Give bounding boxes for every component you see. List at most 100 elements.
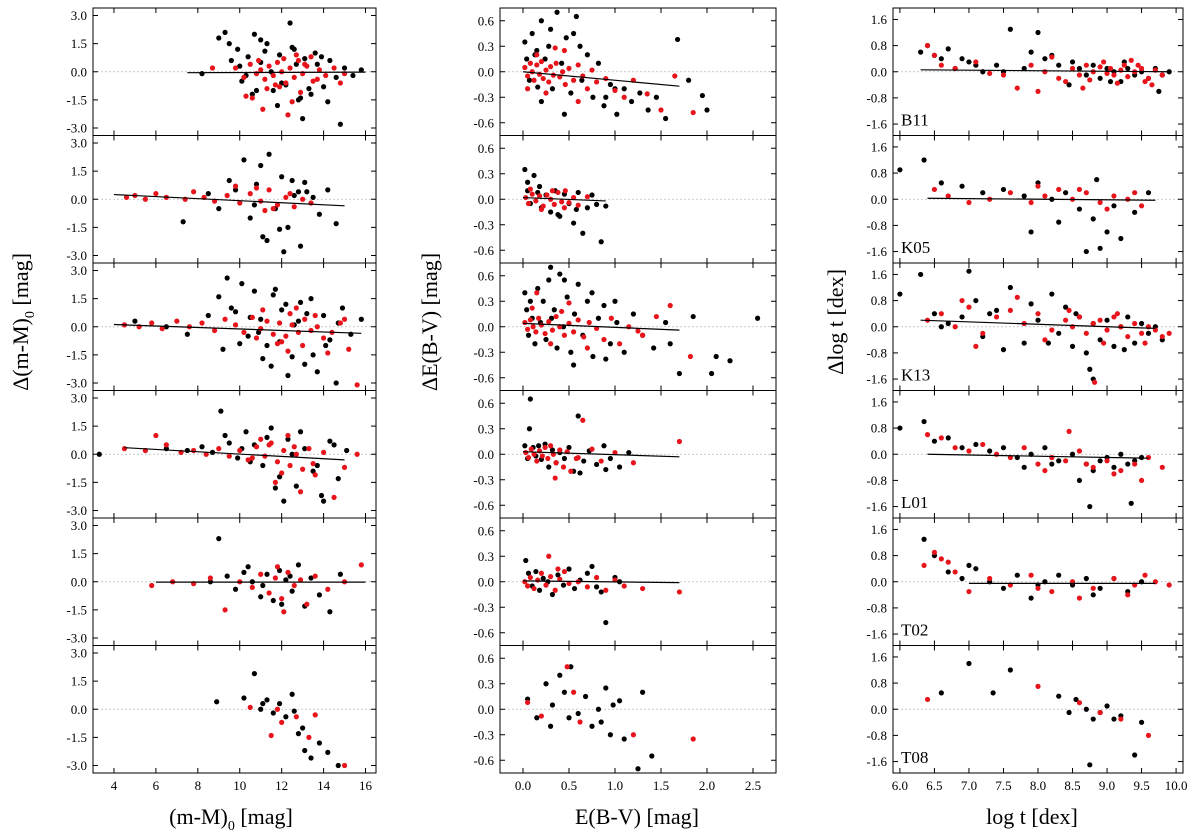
point-black [651, 345, 657, 351]
point-black [281, 249, 287, 255]
point-black [251, 671, 258, 677]
point-black [1087, 366, 1093, 372]
point-red [534, 52, 540, 58]
point-red [1083, 330, 1089, 336]
point-black [549, 86, 556, 92]
point-red [310, 461, 316, 467]
point-red [325, 350, 331, 356]
point-black [540, 298, 546, 304]
point-red [272, 479, 278, 485]
dataset-label-b11: B11 [901, 111, 929, 130]
point-red [1138, 203, 1145, 209]
point-black [279, 174, 285, 180]
point-red [346, 346, 352, 352]
point-black [525, 332, 532, 338]
point-red [635, 328, 641, 334]
point-black [1063, 304, 1069, 310]
point-black [959, 56, 965, 62]
point-black [571, 362, 577, 368]
point-black [580, 230, 586, 236]
point-black [300, 725, 306, 731]
point-black [344, 447, 350, 454]
x-tick-label: 4 [111, 778, 118, 793]
point-black [310, 352, 316, 358]
point-red [548, 64, 554, 70]
point-red [561, 47, 568, 54]
point-red [1076, 72, 1083, 78]
point-red [527, 574, 533, 581]
point-black [554, 345, 560, 351]
panel-b11-age: 1.6 0.8 0.0 -0.8 -1.6 B11 [866, 7, 1184, 136]
x-tick-label: 0.0 [515, 778, 531, 793]
point-red [1138, 330, 1145, 336]
y-tick-label: -0.6 [473, 753, 494, 768]
fit-line [113, 193, 345, 207]
point-red [551, 201, 557, 207]
point-black [533, 568, 539, 575]
point-black [945, 320, 951, 327]
point-red [249, 455, 255, 461]
point-black [524, 307, 530, 313]
y-tick-label: -0.8 [866, 345, 887, 360]
point-red [530, 324, 536, 330]
point-black [295, 731, 302, 737]
point-red [291, 204, 297, 210]
point-red [640, 585, 646, 592]
point-black [959, 183, 965, 189]
point-black [590, 94, 596, 100]
point-red [580, 417, 586, 423]
point-red [536, 315, 542, 321]
point-black [232, 187, 239, 193]
point-red [559, 308, 565, 315]
point-red [529, 305, 535, 311]
point-black [260, 701, 266, 707]
point-black [320, 498, 327, 504]
point-black [199, 444, 205, 450]
point-red [1128, 57, 1134, 63]
point-red [331, 65, 337, 71]
y-tick-label: 0.0 [478, 447, 494, 462]
y-tick-label: 0.0 [871, 447, 887, 462]
point-red [973, 59, 979, 65]
point-black [235, 455, 241, 461]
point-black [224, 275, 230, 281]
x-tick-label: 10 [233, 778, 246, 793]
point-black [270, 87, 276, 94]
point-red [241, 329, 247, 335]
point-black [226, 440, 232, 446]
point-black [595, 706, 602, 712]
point-black [663, 319, 669, 326]
point-red [191, 447, 197, 454]
point-red [980, 441, 986, 448]
point-black [993, 62, 1000, 68]
point-black [931, 311, 938, 317]
point-red [249, 584, 255, 590]
y-tick-label: 1.6 [871, 12, 888, 27]
point-red [564, 664, 570, 670]
point-red [287, 311, 293, 317]
point-red [538, 58, 545, 65]
y-tick-label: 0.6 [478, 396, 495, 411]
point-red [538, 206, 545, 213]
point-black [1132, 340, 1138, 346]
panel-b11-dm: 3.0 1.5 0.0 -1.5 -3.0 [66, 7, 377, 136]
point-red [287, 191, 293, 197]
point-black [1066, 709, 1072, 716]
point-black [289, 588, 295, 594]
y-tick-label: -0.3 [473, 217, 494, 232]
point-red [279, 69, 285, 75]
point-black [897, 425, 903, 431]
x-tick-label: 6.5 [926, 778, 942, 793]
point-red [142, 196, 149, 202]
panel-k13-dm: 3.0 1.5 0.0 -1.5 -3.0 [66, 262, 377, 391]
point-red [274, 59, 281, 65]
point-black [534, 715, 540, 721]
point-black [612, 298, 618, 304]
point-black [663, 115, 669, 122]
point-black [554, 9, 560, 15]
point-black [1111, 203, 1117, 209]
point-black [323, 342, 329, 349]
y-tick-label: 3.0 [71, 391, 87, 406]
point-red [549, 327, 556, 333]
point-black [1035, 317, 1041, 323]
